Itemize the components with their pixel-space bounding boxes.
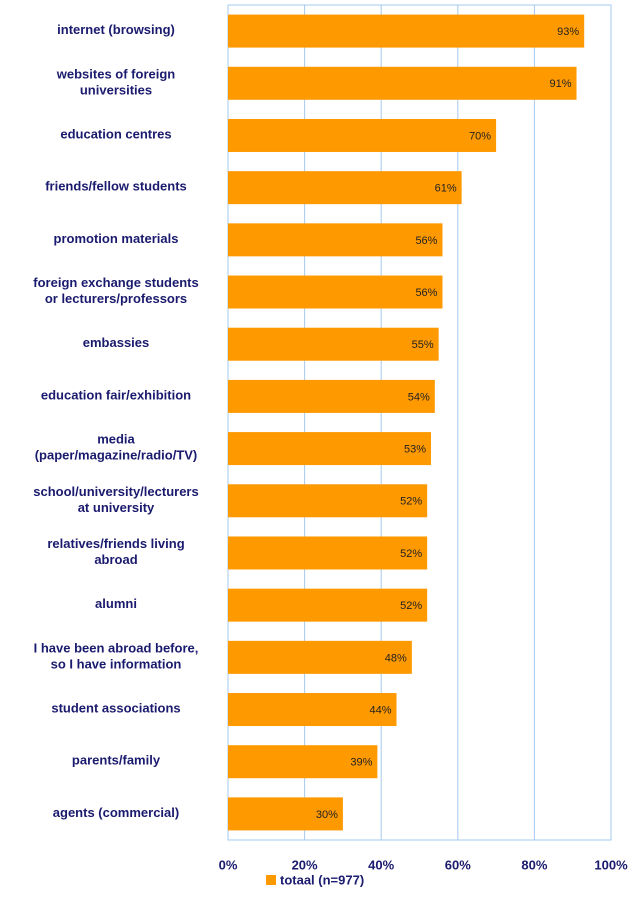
bar (228, 588, 428, 622)
value-label: 48% (385, 652, 407, 664)
bar (228, 693, 397, 727)
bar (228, 379, 435, 413)
value-label: 54% (408, 391, 430, 403)
x-tick-label: 0% (219, 857, 238, 872)
value-label: 53% (404, 444, 426, 456)
x-tick-label: 20% (292, 857, 318, 872)
category-label: I have been abroad before, so I have info… (34, 641, 199, 672)
value-label: 52% (400, 496, 422, 508)
bar (228, 536, 428, 570)
bar (228, 14, 585, 48)
value-label: 61% (435, 183, 457, 195)
value-label: 93% (557, 26, 579, 38)
bar (228, 797, 343, 831)
category-label: relatives/friends living abroad (47, 536, 184, 567)
category-label: education centres (60, 127, 171, 142)
value-label: 44% (369, 704, 391, 716)
value-label: 55% (412, 339, 434, 351)
x-tick-label: 40% (368, 857, 394, 872)
category-label: foreign exchange students or lecturers/pr… (33, 275, 198, 306)
bar (228, 275, 443, 309)
value-label: 52% (400, 600, 422, 612)
bar (228, 432, 431, 466)
category-label: internet (browsing) (57, 23, 175, 38)
category-label: friends/fellow students (45, 179, 187, 194)
category-label: media (paper/magazine/radio/TV) (35, 432, 198, 463)
bar (228, 745, 378, 779)
category-label: education fair/exhibition (41, 388, 191, 403)
value-label: 91% (549, 78, 571, 90)
category-label: alumni (95, 597, 137, 612)
category-label: student associations (51, 701, 180, 716)
category-label: embassies (83, 336, 150, 351)
legend-label: totaal (n=977) (280, 872, 364, 887)
bar (228, 327, 439, 361)
bar (228, 66, 577, 100)
bar (228, 118, 497, 152)
bar (228, 223, 443, 257)
bar (228, 484, 428, 518)
value-label: 52% (400, 548, 422, 560)
value-label: 56% (415, 235, 437, 247)
category-label: websites of foreign universities (56, 67, 176, 98)
x-tick-label: 60% (445, 857, 471, 872)
bar (228, 171, 462, 205)
category-label: agents (commercial) (53, 805, 179, 820)
bar (228, 640, 412, 674)
value-label: 70% (469, 130, 491, 142)
category-label: parents/family (72, 753, 161, 768)
value-label: 56% (415, 287, 437, 299)
category-label: promotion materials (54, 231, 179, 246)
legend-swatch (266, 875, 276, 885)
x-tick-label: 80% (521, 857, 547, 872)
legend: totaal (n=977) (266, 872, 364, 887)
category-label: school/university/lecturers at university (33, 484, 198, 515)
value-label: 30% (316, 809, 338, 821)
x-tick-label: 100% (594, 857, 628, 872)
value-label: 39% (350, 757, 372, 769)
